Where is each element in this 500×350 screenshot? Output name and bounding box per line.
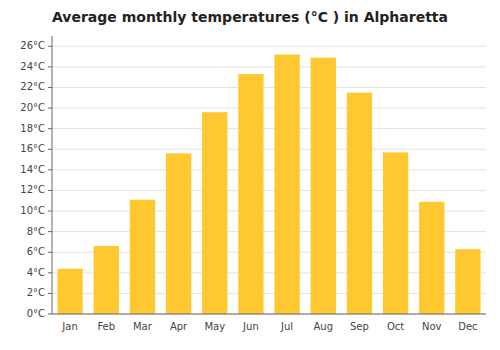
- tick-label: Mar: [133, 321, 153, 332]
- bar: [166, 153, 191, 314]
- bar: [383, 152, 408, 314]
- tick-label: 10°C: [20, 205, 45, 216]
- tick-label: Sep: [350, 321, 369, 332]
- tick-mark: [48, 293, 52, 294]
- tick-label: 4°C: [27, 267, 45, 278]
- tick-mark: [48, 149, 52, 150]
- grid-line: [52, 66, 486, 67]
- tick-mark: [48, 211, 52, 212]
- tick-label: 24°C: [20, 61, 45, 72]
- axis-line: [52, 36, 53, 314]
- tick-label: Aug: [313, 321, 333, 332]
- tick-label: 18°C: [20, 123, 45, 134]
- bar: [419, 202, 444, 314]
- tick-label: 14°C: [20, 164, 45, 175]
- title: Average monthly temperatures (°C ) in Al…: [52, 9, 448, 25]
- tick-label: 8°C: [27, 226, 45, 237]
- tick-label: Jan: [61, 321, 77, 332]
- tick-label: 0°C: [27, 308, 45, 319]
- axis-line: [52, 314, 486, 315]
- tick-label: Dec: [458, 321, 477, 332]
- tick-mark: [48, 314, 52, 315]
- tick-label: Oct: [387, 321, 404, 332]
- bars: [57, 55, 480, 314]
- grid-line: [52, 314, 486, 315]
- tick-label: Jun: [242, 321, 259, 332]
- tick-mark: [48, 190, 52, 191]
- tick-mark: [48, 252, 52, 253]
- bar: [347, 93, 372, 314]
- tick-label: Nov: [422, 321, 442, 332]
- bar: [94, 246, 119, 314]
- tick-label: Jul: [280, 321, 293, 332]
- grid-line: [52, 87, 486, 88]
- tick-label: Feb: [97, 321, 115, 332]
- tick-mark: [48, 272, 52, 273]
- bar: [130, 200, 155, 314]
- tick-label: 20°C: [20, 102, 45, 113]
- grid-line: [52, 190, 486, 191]
- tick-label: 26°C: [20, 40, 45, 51]
- tick-mark: [48, 66, 52, 67]
- tick-label: 16°C: [20, 143, 45, 154]
- bar: [238, 74, 263, 314]
- grid-line: [52, 128, 486, 129]
- chart: Average monthly temperatures (°C ) in Al…: [0, 0, 500, 350]
- tick-mark: [48, 46, 52, 47]
- tick-label: 22°C: [20, 81, 45, 92]
- grid-line: [52, 108, 486, 109]
- tick-label: 12°C: [20, 184, 45, 195]
- tick-mark: [48, 108, 52, 109]
- tick-label: 6°C: [27, 246, 45, 257]
- tick-mark: [48, 87, 52, 88]
- grid-line: [52, 46, 486, 47]
- bar: [455, 249, 480, 314]
- tick-label: 2°C: [27, 287, 45, 298]
- y-axis: 0°C 2°C 4°C 6°C 8°C 10°C 12°C 14°C 16°C 18°C 20°C 2…: [20, 36, 52, 319]
- grid: [52, 46, 486, 314]
- bar: [202, 112, 227, 314]
- grid-line: [52, 169, 486, 170]
- bar: [57, 269, 82, 314]
- tick-label: Apr: [170, 321, 188, 332]
- tick-label: May: [204, 321, 225, 332]
- x-axis: Jan Feb Mar Apr May Jun Jul Aug Sep Oct Nov Dec: [52, 314, 486, 332]
- bar: [274, 55, 299, 314]
- tick-mark: [48, 169, 52, 170]
- bar: [311, 58, 336, 314]
- tick-mark: [48, 128, 52, 129]
- tick-mark: [48, 231, 52, 232]
- grid-line: [52, 149, 486, 150]
